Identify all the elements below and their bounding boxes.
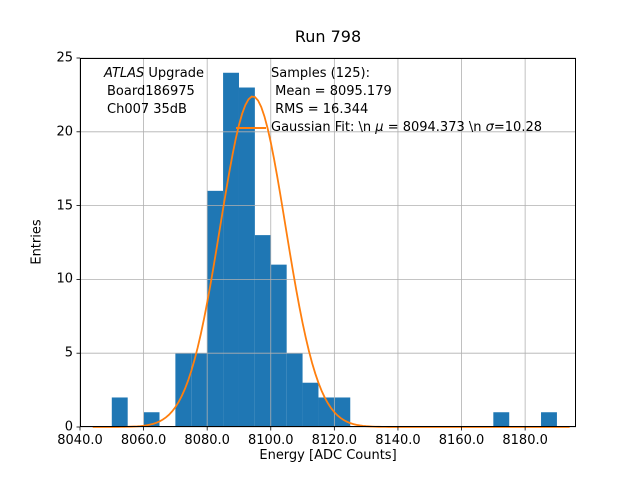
legend-rms: RMS = 16.344 bbox=[271, 102, 369, 117]
x-tick-label: 8100.0 bbox=[248, 433, 294, 448]
x-axis-label: Energy [ADC Counts] bbox=[259, 448, 397, 463]
legend-gaussian-post: =10.28 bbox=[493, 120, 542, 135]
x-tick-label: 8120.0 bbox=[311, 433, 358, 448]
histogram-bar bbox=[238, 87, 255, 427]
y-tick-label: 5 bbox=[64, 345, 73, 361]
histogram-bar bbox=[334, 397, 351, 427]
histogram-bar bbox=[286, 353, 303, 427]
x-tick-label: 8140.0 bbox=[375, 433, 421, 448]
annotation-atlas: ATLAS Upgrade bbox=[104, 65, 204, 83]
histogram-bar bbox=[270, 264, 287, 427]
gaussian-fit-legend-line bbox=[236, 127, 266, 129]
legend-samples-title: Samples (125): bbox=[271, 66, 370, 81]
x-tick-label: 8160.0 bbox=[438, 433, 485, 448]
x-tick-label: 8060.0 bbox=[120, 433, 167, 448]
x-tick-label: 8040.0 bbox=[57, 433, 103, 448]
x-tick-label: 8180.0 bbox=[502, 433, 548, 448]
annotation-atlas-rest: Upgrade bbox=[144, 66, 204, 81]
histogram-bar bbox=[318, 397, 335, 427]
legend-mean: Mean = 8095.179 bbox=[271, 84, 392, 99]
histogram-bar bbox=[223, 72, 239, 427]
sigma-symbol: σ bbox=[485, 120, 494, 135]
chart-title: Run 798 bbox=[294, 27, 362, 46]
mu-symbol: μ bbox=[375, 120, 384, 135]
histogram-bar bbox=[111, 397, 128, 427]
legend-gaussian-fit: Gaussian Fit: \n μ = 8094.373 \n σ=10.28 bbox=[271, 119, 542, 137]
histogram-bar bbox=[175, 353, 192, 427]
histogram-bar bbox=[191, 353, 208, 427]
y-tick-label: 20 bbox=[56, 124, 73, 140]
histogram-bar bbox=[493, 412, 510, 427]
x-tick-label: 8080.0 bbox=[184, 433, 230, 448]
y-tick-label: 10 bbox=[56, 271, 73, 287]
axes-border bbox=[80, 58, 576, 427]
y-axis-label: Entries bbox=[29, 219, 45, 265]
annotation-channel: Ch007 35dB bbox=[107, 102, 187, 117]
histogram-bar bbox=[254, 235, 271, 427]
legend-gaussian-pre: Gaussian Fit: \n bbox=[271, 120, 376, 135]
y-tick-label: 15 bbox=[56, 198, 73, 214]
gaussian-fit-curve bbox=[92, 95, 570, 428]
histogram-bar bbox=[207, 190, 224, 427]
annotation-atlas-italic: ATLAS bbox=[104, 66, 145, 81]
legend-gaussian-mid: = 8094.373 \n bbox=[383, 120, 486, 135]
plot-area bbox=[76, 57, 576, 431]
histogram-bar bbox=[302, 382, 319, 427]
y-tick-label: 0 bbox=[64, 419, 73, 435]
histogram-bar bbox=[541, 412, 557, 427]
y-tick-label: 25 bbox=[56, 50, 73, 66]
annotation-board: Board186975 bbox=[107, 84, 195, 99]
